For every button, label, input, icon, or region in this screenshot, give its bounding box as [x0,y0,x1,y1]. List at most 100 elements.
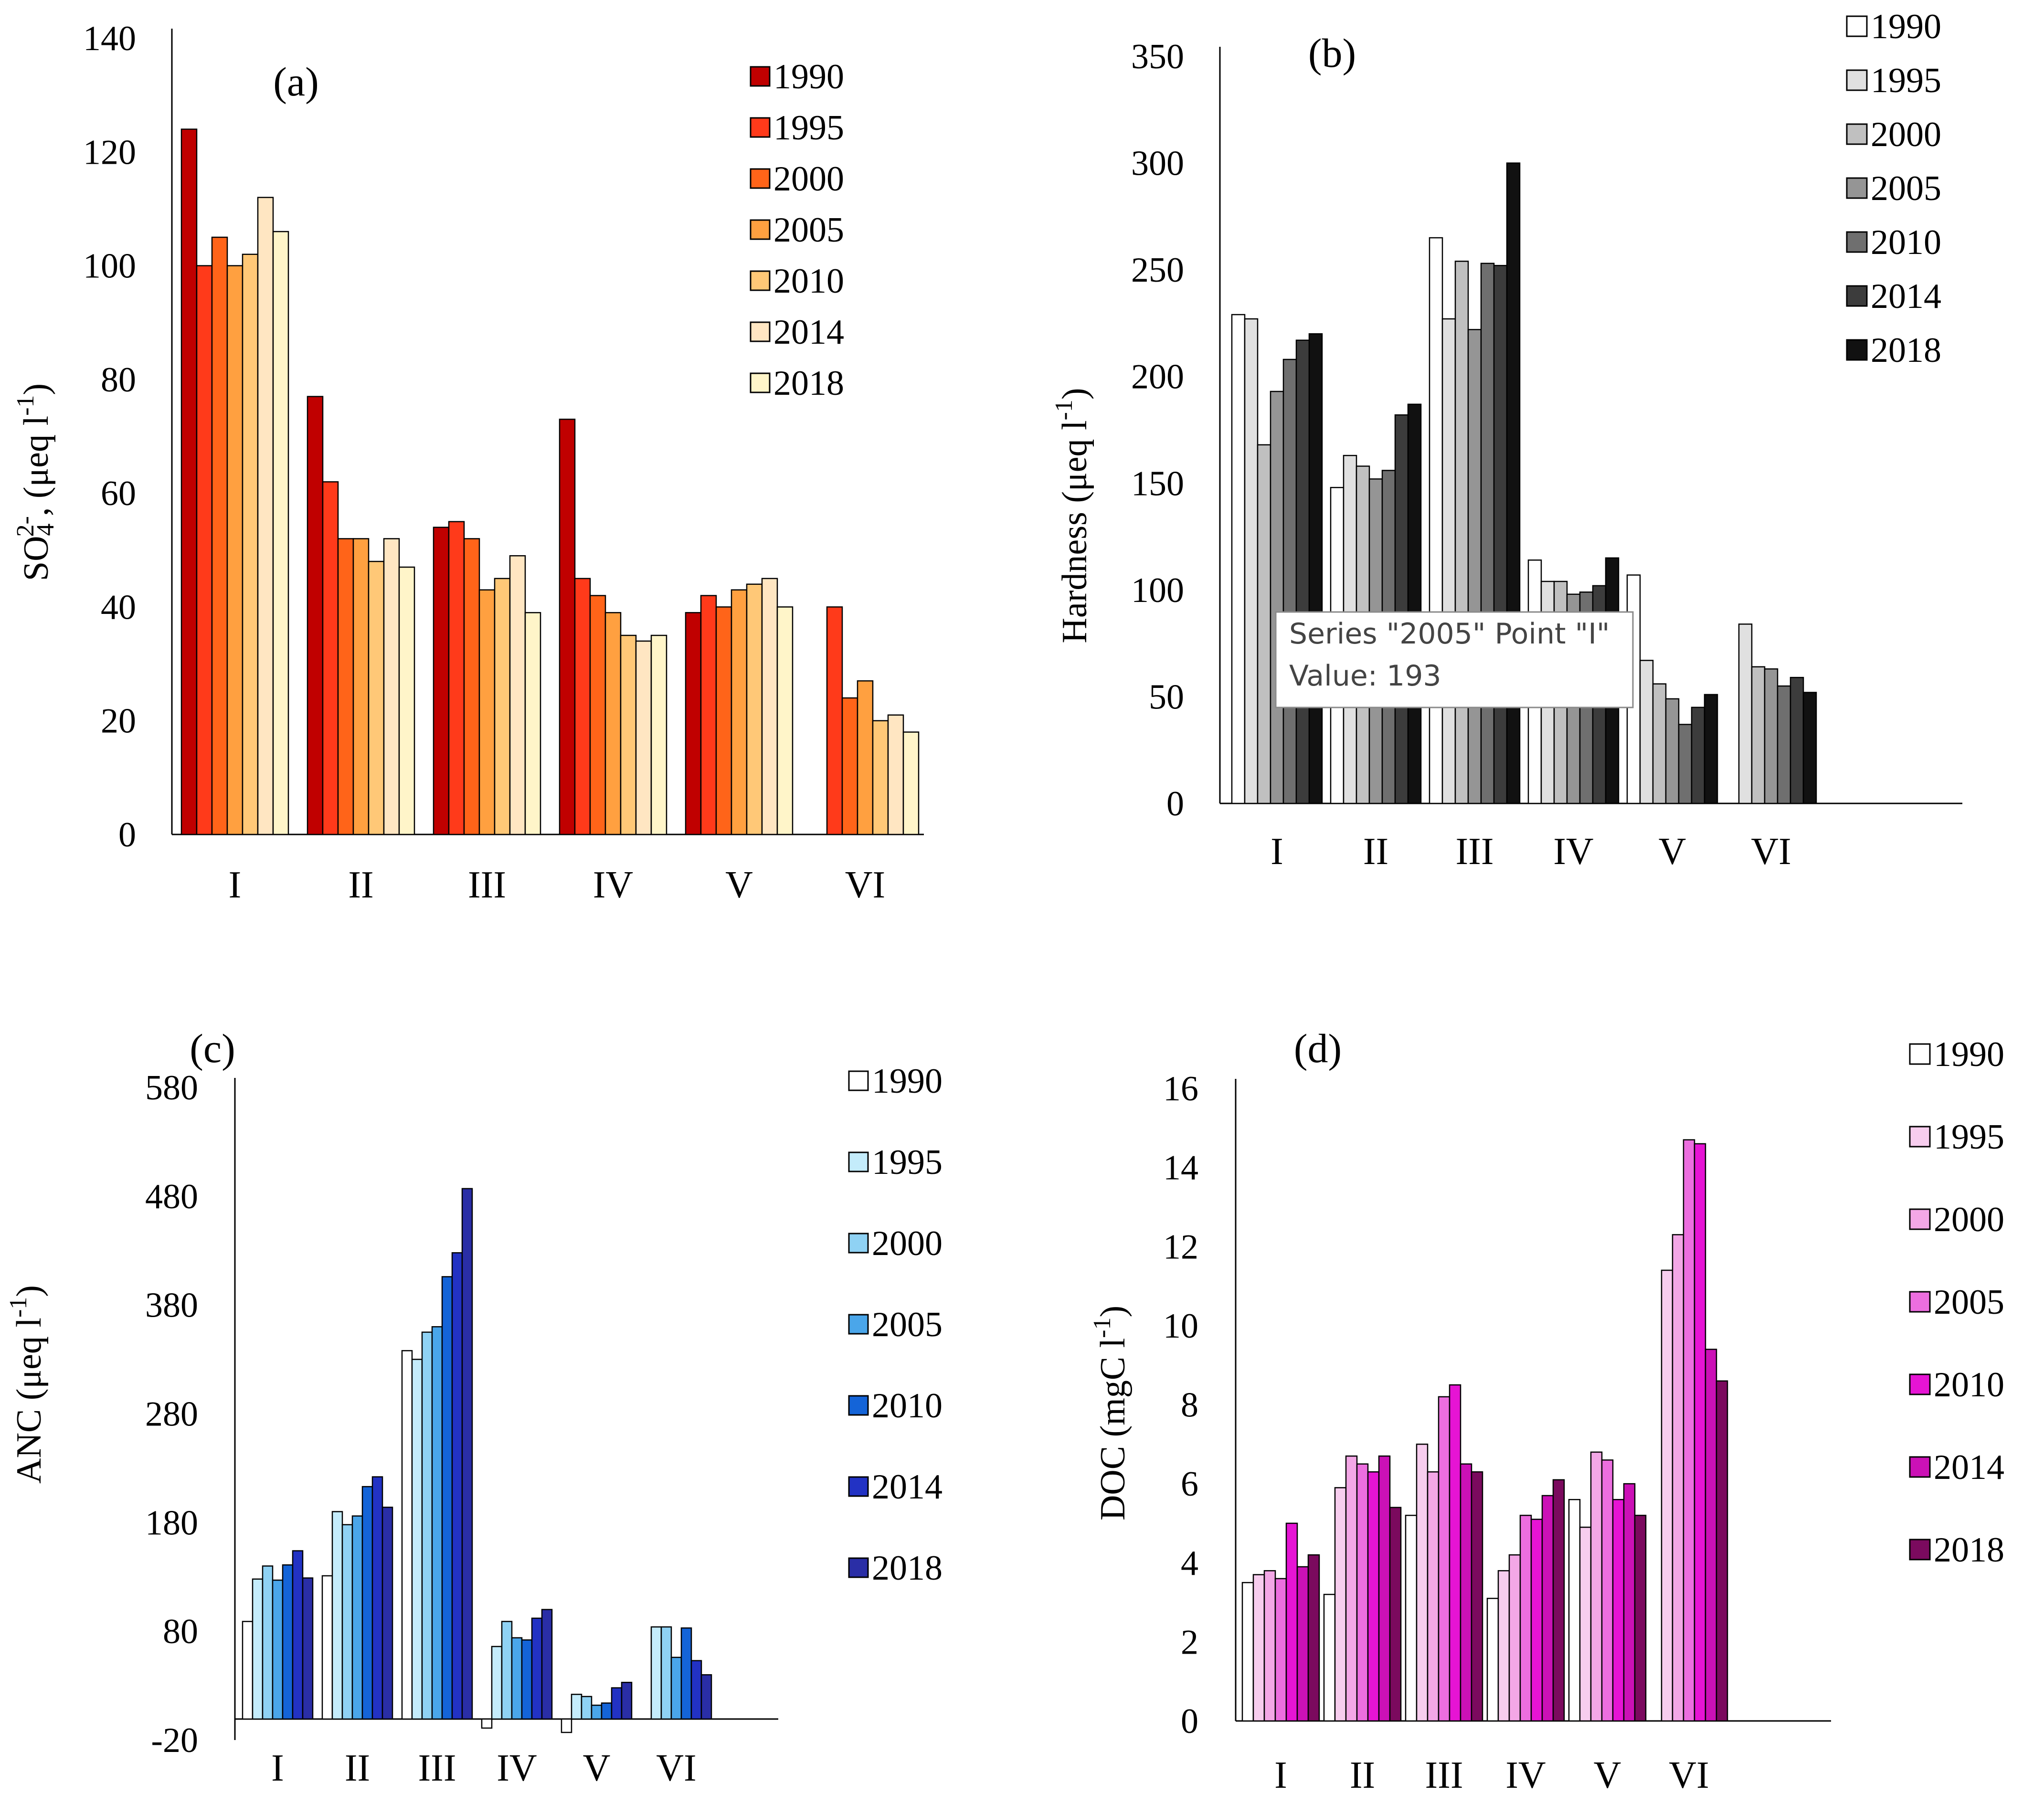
bar-a-2005-III[interactable] [478,589,496,835]
bar-b-2010-V[interactable] [1678,724,1693,804]
bar-c-1990-I[interactable] [242,1621,254,1720]
bar-a-2000-I[interactable] [211,236,228,835]
bar-b-2000-V[interactable] [1652,683,1667,804]
bar-d-1990-III[interactable] [1405,1515,1418,1722]
bar-a-2010-I[interactable] [242,253,259,835]
bar-c-2000-V[interactable] [581,1696,593,1720]
bar-b-2000-I[interactable] [1257,444,1271,804]
bar-a-2005-IV[interactable] [604,612,622,835]
bar-c-2010-I[interactable] [282,1564,294,1720]
bar-d-1995-V[interactable] [1579,1526,1592,1722]
bar-b-1995-V[interactable] [1639,660,1654,804]
bar-c-2018-VI[interactable] [700,1674,712,1720]
bar-a-2005-II[interactable] [352,538,370,835]
bar-a-1990-IV[interactable] [559,419,576,835]
bar-a-2014-II[interactable] [383,538,400,835]
bar-d-2014-III[interactable] [1460,1463,1472,1722]
bar-b-2018-II[interactable] [1407,403,1422,804]
bar-b-2014-VI[interactable] [1790,676,1804,804]
bar-b-2018-VI[interactable] [1802,692,1817,804]
bar-d-2018-II[interactable] [1389,1507,1402,1722]
bar-d-1990-II[interactable] [1323,1593,1336,1722]
bar-d-1995-I[interactable] [1252,1574,1265,1722]
bar-b-2005-I[interactable] [1270,390,1284,804]
bar-d-2014-II[interactable] [1378,1455,1391,1722]
bar-a-2018-III[interactable] [524,612,541,835]
bar-d-2010-VI[interactable] [1694,1143,1706,1722]
bar-a-2014-V[interactable] [761,578,778,835]
bar-a-2010-II[interactable] [368,560,385,835]
bar-a-1995-VI[interactable] [826,606,843,835]
bar-a-2010-VI[interactable] [872,720,889,835]
bar-d-2018-VI[interactable] [1716,1380,1728,1722]
bar-b-1995-VI[interactable] [1738,623,1753,804]
bar-a-1995-IV[interactable] [574,578,591,835]
bar-b-2014-I[interactable] [1295,339,1310,804]
bar-c-2000-IV[interactable] [501,1621,513,1720]
bar-a-2000-VI[interactable] [841,697,858,835]
bar-d-2005-IV[interactable] [1519,1515,1532,1722]
bar-d-2010-II[interactable] [1367,1471,1380,1722]
bar-a-2000-II[interactable] [337,538,354,835]
bar-d-2014-V[interactable] [1623,1483,1636,1722]
bar-a-2014-I[interactable] [257,197,274,835]
bar-d-2018-III[interactable] [1471,1471,1483,1722]
bar-d-2000-I[interactable] [1263,1570,1276,1722]
bar-d-2000-III[interactable] [1427,1471,1440,1722]
bar-d-2005-V[interactable] [1601,1459,1614,1722]
bar-a-2018-II[interactable] [398,566,415,835]
bar-d-2005-II[interactable] [1356,1463,1369,1722]
bar-c-2018-III[interactable] [461,1188,473,1720]
bar-b-2014-II[interactable] [1394,414,1409,804]
bar-a-2000-V[interactable] [715,606,732,835]
bar-d-2010-I[interactable] [1285,1522,1298,1722]
bar-a-2005-V[interactable] [731,589,748,835]
bar-c-2005-I[interactable] [272,1579,284,1720]
bar-a-1995-I[interactable] [196,265,213,835]
bar-a-2018-IV[interactable] [650,634,667,835]
bar-d-1995-III[interactable] [1416,1444,1429,1722]
bar-c-2000-III[interactable] [421,1331,433,1720]
bar-b-1990-III[interactable] [1429,237,1443,804]
bar-a-1995-V[interactable] [700,595,717,835]
bar-d-2005-III[interactable] [1438,1396,1451,1722]
bar-a-2018-VI[interactable] [902,731,920,835]
bar-c-2010-IV[interactable] [521,1639,533,1720]
bar-c-2014-VI[interactable] [690,1660,702,1720]
bar-d-1995-II[interactable] [1334,1487,1347,1722]
bar-c-2000-VI[interactable] [660,1626,672,1720]
bar-b-2000-VI[interactable] [1751,666,1766,804]
bar-c-2014-IV[interactable] [531,1617,543,1720]
bar-b-2014-III[interactable] [1493,264,1508,804]
bar-d-2014-IV[interactable] [1541,1495,1554,1722]
bar-a-2010-V[interactable] [746,583,763,835]
bar-a-2014-III[interactable] [509,555,526,835]
bar-d-2000-VI[interactable] [1672,1234,1684,1722]
bar-a-1995-III[interactable] [448,521,465,835]
bar-c-2005-V[interactable] [591,1704,603,1720]
bar-b-2010-I[interactable] [1282,359,1297,804]
bar-a-2018-V[interactable] [776,606,794,835]
bar-a-1990-III[interactable] [433,527,450,835]
bar-c-2010-II[interactable] [361,1486,373,1720]
bar-b-1995-III[interactable] [1441,318,1456,804]
bar-b-1995-I[interactable] [1244,318,1259,804]
bar-c-1990-V[interactable] [561,1718,572,1733]
bar-a-2010-IV[interactable] [620,634,637,835]
bar-d-1995-IV[interactable] [1497,1570,1510,1722]
bar-d-2010-III[interactable] [1449,1384,1462,1722]
bar-d-2000-II[interactable] [1345,1455,1358,1722]
bar-a-1990-II[interactable] [307,396,324,835]
bar-b-2005-V[interactable] [1665,698,1680,804]
bar-d-2005-I[interactable] [1274,1578,1287,1722]
bar-a-2000-IV[interactable] [589,595,606,835]
bar-a-1990-I[interactable] [180,128,198,835]
bar-d-1995-VI[interactable] [1661,1269,1673,1722]
bar-d-2000-IV[interactable] [1508,1554,1521,1722]
bar-b-2014-V[interactable] [1691,707,1705,804]
bar-d-2014-VI[interactable] [1705,1349,1717,1722]
bar-c-1995-II[interactable] [331,1511,343,1720]
bar-d-2018-I[interactable] [1307,1554,1320,1722]
bar-d-2014-I[interactable] [1296,1566,1309,1722]
bar-c-1995-I[interactable] [252,1578,264,1720]
